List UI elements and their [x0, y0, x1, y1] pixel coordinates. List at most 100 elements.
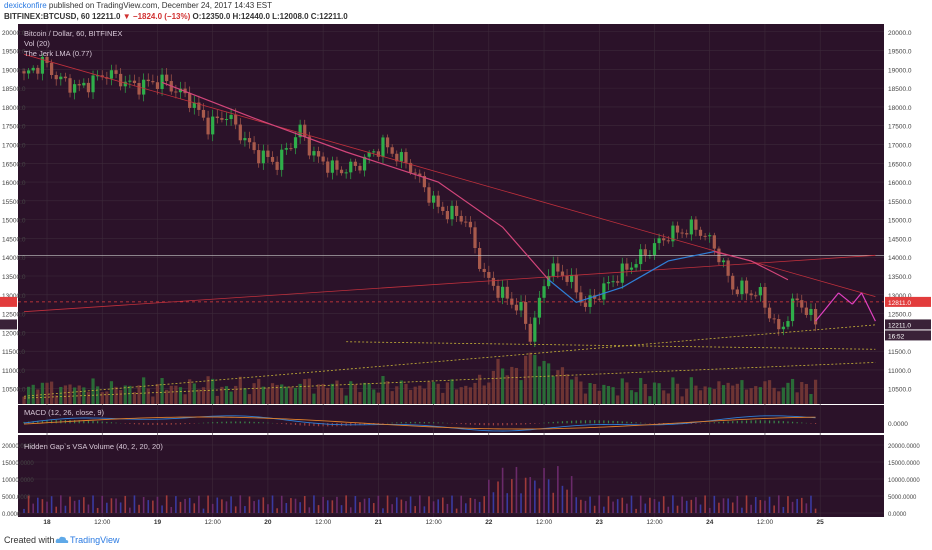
vsa-volume-bar	[262, 497, 265, 513]
candle	[583, 302, 588, 307]
volume-bar	[675, 383, 680, 404]
volume-bar	[726, 382, 730, 404]
candle	[809, 308, 813, 315]
candle	[31, 67, 35, 71]
vsa-volume-bar	[395, 497, 398, 513]
volume-bar	[390, 391, 394, 404]
macd-histogram-bar	[133, 423, 136, 425]
candle	[349, 161, 353, 173]
vsa-volume-bar	[644, 503, 647, 513]
vsa-volume-bar	[211, 503, 214, 513]
candle	[22, 71, 26, 74]
last-price: 12211.0	[92, 12, 121, 21]
vsa-volume-bar	[50, 496, 53, 513]
time-axis-label: 25	[817, 519, 825, 526]
vsa-volume-bar	[221, 499, 223, 513]
candle	[652, 243, 657, 256]
candle	[606, 282, 611, 284]
macd-histogram-bar	[557, 421, 559, 424]
price-axis-label-left: 15500.0	[2, 199, 26, 206]
author-link[interactable]: dexickonfire	[4, 1, 47, 10]
legend-lma: The Jerk LMA (0.77)	[24, 49, 92, 58]
volume-bar	[307, 378, 311, 404]
vsa-volume-bar	[713, 495, 716, 513]
candle	[542, 286, 546, 298]
macd-histogram-bar	[115, 422, 117, 424]
candle	[804, 307, 808, 315]
macd-histogram-bar	[170, 423, 172, 425]
candle	[556, 263, 560, 272]
volume-bar	[372, 389, 376, 404]
macd-histogram-bar	[396, 422, 398, 424]
vsa-volume-bar	[37, 497, 39, 513]
volume-bar	[257, 378, 261, 404]
vsa-volume-bar	[257, 499, 260, 513]
macd-histogram-bar	[460, 423, 462, 425]
volume-bar	[192, 383, 196, 404]
volume-bar	[123, 385, 127, 404]
candle	[740, 280, 744, 295]
macd-histogram-bar	[736, 420, 738, 424]
macd-histogram-bar	[750, 420, 752, 424]
candle	[427, 187, 431, 203]
macd-histogram-bar	[276, 423, 278, 424]
macd-histogram-bar	[796, 422, 798, 424]
chart-canvas[interactable]: 20000.0 20000.0 19500.0 19500.0 19000.0 19000…	[0, 24, 932, 530]
candle	[91, 75, 95, 93]
candle	[358, 165, 362, 171]
volume-bar	[399, 380, 403, 404]
vsa-axis-label: 15000.0000	[888, 461, 920, 467]
price-axis-label: 19000.0	[888, 67, 912, 74]
vsa-volume-bar	[267, 504, 269, 513]
vsa-axis-label-left: 0.0000	[2, 512, 21, 518]
price-axis-label: 16000.0	[888, 180, 912, 187]
volume-bar	[68, 384, 72, 404]
volume-bar	[583, 393, 588, 404]
price-axis-label: 14000.0	[888, 255, 912, 262]
macd-histogram-bar	[755, 420, 757, 424]
macd-histogram-bar	[55, 420, 57, 424]
volume-bar	[132, 392, 137, 404]
volume-bar	[588, 382, 592, 404]
candle	[82, 82, 86, 86]
vsa-volume-bar	[736, 495, 739, 513]
candle	[362, 156, 367, 171]
candle	[639, 249, 643, 265]
volume-bar	[781, 387, 785, 404]
volume-bar	[174, 385, 178, 404]
vsa-volume-bar	[188, 497, 191, 513]
candle	[201, 109, 206, 118]
macd-histogram-bar	[432, 422, 435, 424]
vsa-volume-bar	[101, 495, 104, 513]
candle	[86, 82, 91, 93]
candle	[96, 75, 100, 77]
volume-bar	[224, 386, 229, 404]
macd-histogram-bar	[607, 420, 610, 424]
volume-bar	[482, 385, 486, 404]
vsa-volume-bar	[777, 495, 780, 513]
vsa-volume-bar	[649, 497, 651, 513]
vsa-volume-bar	[699, 504, 702, 513]
volume-bar	[639, 377, 643, 404]
macd-signal-line	[23, 416, 816, 430]
candle	[441, 206, 445, 212]
candle	[128, 80, 132, 82]
chart-header: dexickonfire published on TradingView.co…	[0, 0, 932, 24]
vsa-volume-bar	[805, 503, 808, 513]
volume-bar	[330, 383, 334, 404]
volume-bar	[247, 394, 252, 404]
volume-bar	[100, 392, 104, 404]
macd-histogram-bar	[695, 423, 697, 424]
candle	[266, 150, 270, 157]
volume-bar	[188, 379, 192, 404]
candle	[459, 215, 463, 222]
candle	[59, 76, 63, 80]
vsa-volume-bar	[515, 466, 518, 513]
vsa-volume-bar	[386, 495, 389, 513]
price-axis-label: 13000.0	[888, 293, 912, 300]
tradingview-brand[interactable]: TradingView	[70, 535, 120, 545]
volume-bar	[238, 376, 242, 404]
volume-bar	[137, 385, 141, 404]
price-axis-label: 10500.0	[888, 387, 912, 394]
candle	[551, 263, 555, 276]
